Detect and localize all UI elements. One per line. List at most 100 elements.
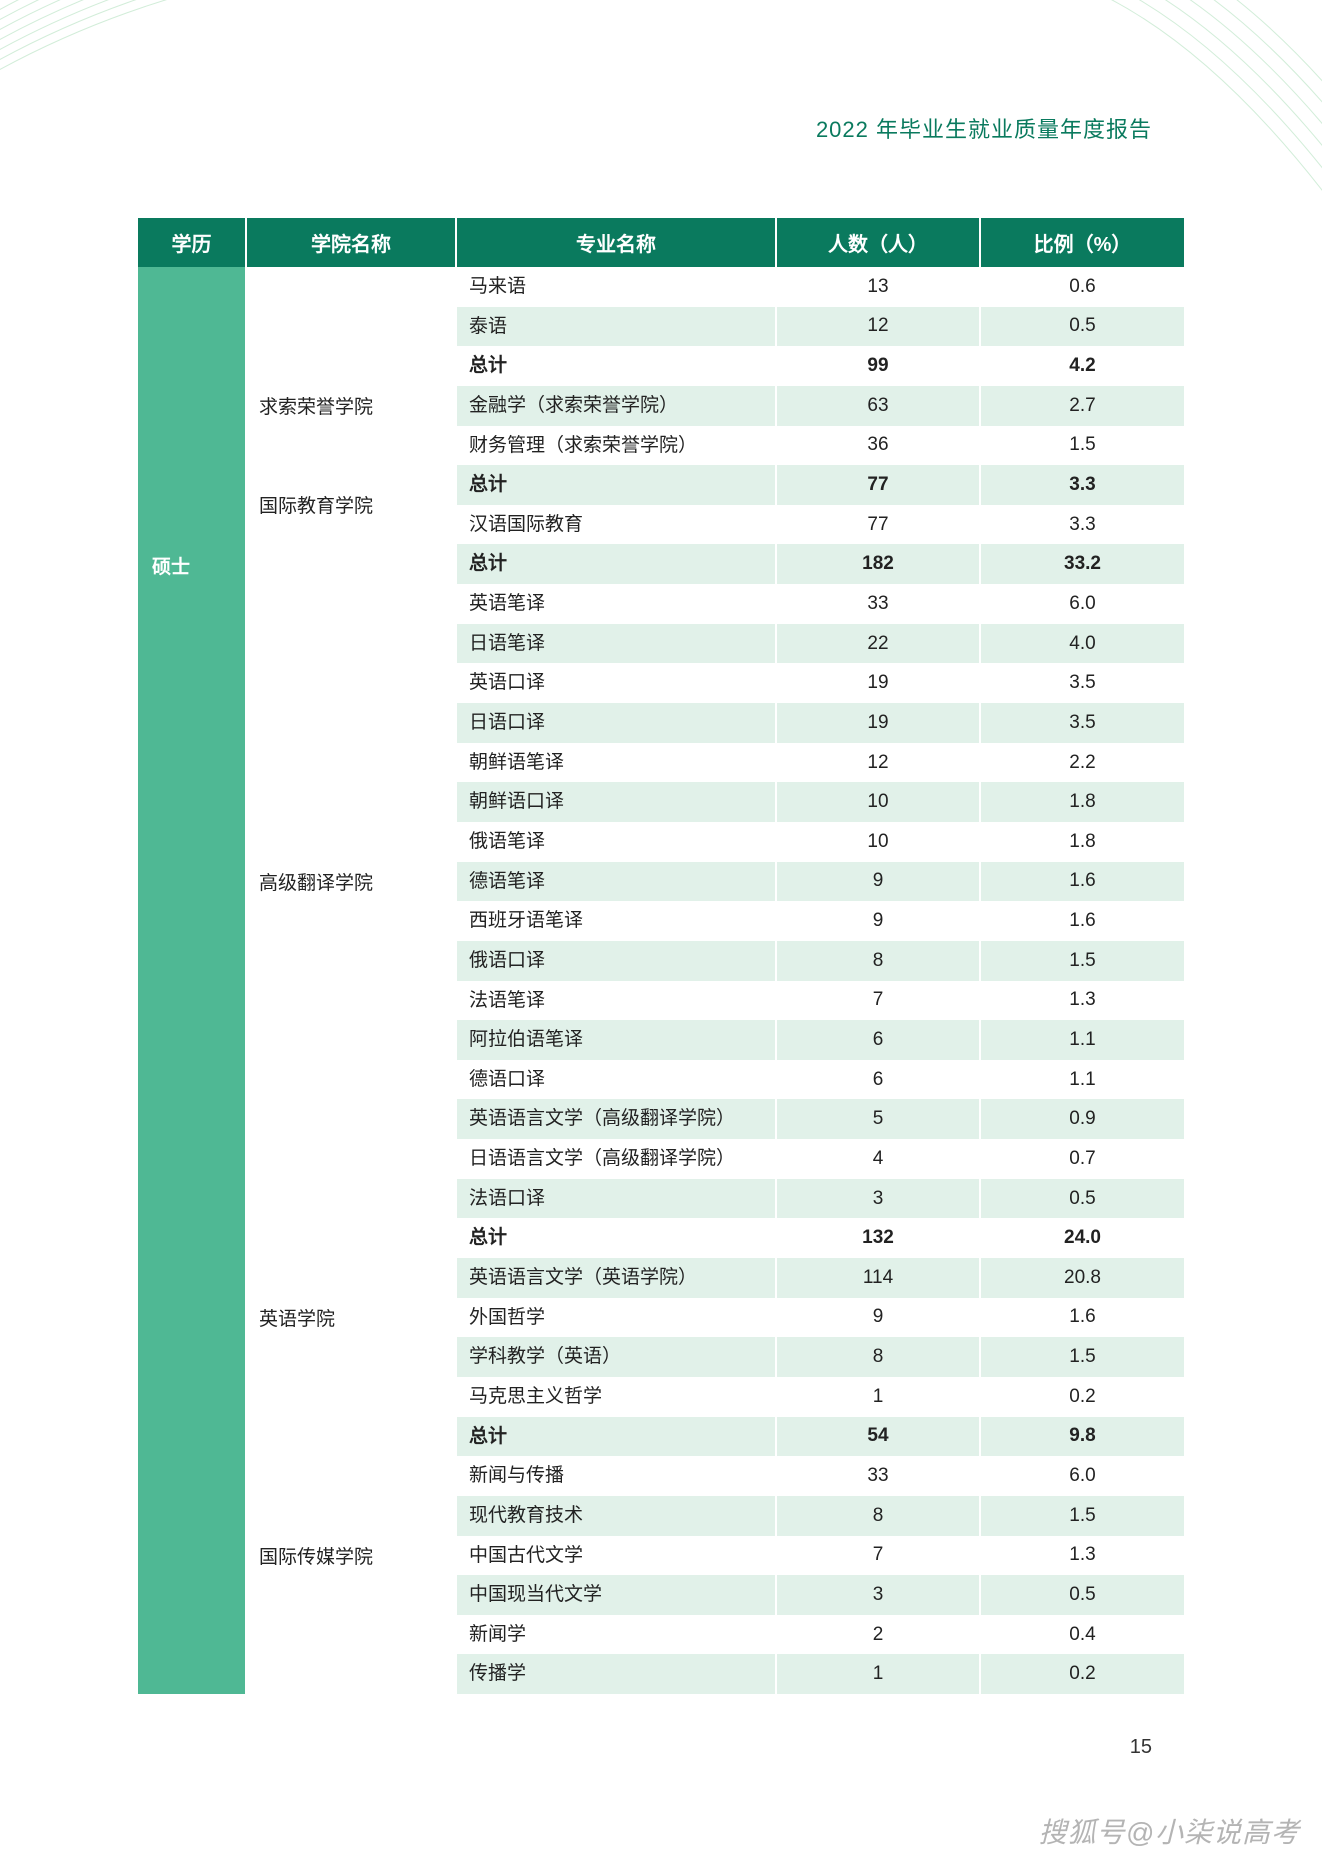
college-cell: 国际教育学院	[246, 465, 456, 544]
degree-cell	[138, 267, 246, 544]
decorative-lines-top-left	[0, 0, 360, 220]
major-cell: 总计	[456, 544, 776, 584]
percent-cell: 0.5	[980, 1179, 1184, 1219]
percent-cell: 33.2	[980, 544, 1184, 584]
major-cell: 中国古代文学	[456, 1536, 776, 1576]
percent-cell: 1.5	[980, 1496, 1184, 1536]
table-row: 求索荣誉学院总计994.2	[138, 346, 1184, 386]
col-count: 人数（人）	[776, 218, 980, 267]
percent-cell: 24.0	[980, 1218, 1184, 1258]
count-cell: 19	[776, 663, 980, 703]
major-cell: 新闻与传播	[456, 1456, 776, 1496]
count-cell: 9	[776, 862, 980, 902]
count-cell: 5	[776, 1099, 980, 1139]
percent-cell: 4.2	[980, 346, 1184, 386]
count-cell: 77	[776, 505, 980, 545]
percent-cell: 0.5	[980, 1575, 1184, 1615]
percent-cell: 1.6	[980, 1298, 1184, 1338]
major-cell: 德语口译	[456, 1060, 776, 1100]
college-cell: 高级翻译学院	[246, 544, 456, 1218]
major-cell: 总计	[456, 465, 776, 505]
document-page: 2022 年毕业生就业质量年度报告 学历 学院名称 专业名称 人数（人） 比例（…	[0, 0, 1322, 1869]
count-cell: 77	[776, 465, 980, 505]
major-cell: 日语语言文学（高级翻译学院）	[456, 1139, 776, 1179]
major-cell: 外国哲学	[456, 1298, 776, 1338]
count-cell: 6	[776, 1060, 980, 1100]
percent-cell: 1.5	[980, 426, 1184, 466]
major-cell: 西班牙语笔译	[456, 901, 776, 941]
count-cell: 99	[776, 346, 980, 386]
percent-cell: 0.7	[980, 1139, 1184, 1179]
major-cell: 日语笔译	[456, 624, 776, 664]
major-cell: 学科教学（英语）	[456, 1337, 776, 1377]
graduates-table: 学历 学院名称 专业名称 人数（人） 比例（%） 马来语130.6泰语120.5…	[138, 218, 1184, 1694]
percent-cell: 0.4	[980, 1615, 1184, 1655]
major-cell: 泰语	[456, 307, 776, 347]
count-cell: 9	[776, 901, 980, 941]
count-cell: 10	[776, 782, 980, 822]
percent-cell: 1.6	[980, 862, 1184, 902]
college-cell: 求索荣誉学院	[246, 346, 456, 465]
count-cell: 9	[776, 1298, 980, 1338]
percent-cell: 1.1	[980, 1060, 1184, 1100]
percent-cell: 1.8	[980, 782, 1184, 822]
major-cell: 汉语国际教育	[456, 505, 776, 545]
count-cell: 114	[776, 1258, 980, 1298]
count-cell: 54	[776, 1417, 980, 1457]
percent-cell: 9.8	[980, 1417, 1184, 1457]
count-cell: 12	[776, 307, 980, 347]
major-cell: 传播学	[456, 1654, 776, 1694]
major-cell: 日语口译	[456, 703, 776, 743]
percent-cell: 1.6	[980, 901, 1184, 941]
percent-cell: 0.2	[980, 1654, 1184, 1694]
major-cell: 英语语言文学（英语学院）	[456, 1258, 776, 1298]
degree-cell: 硕士	[138, 544, 246, 1694]
count-cell: 7	[776, 981, 980, 1021]
table-row: 国际教育学院总计773.3	[138, 465, 1184, 505]
count-cell: 33	[776, 1456, 980, 1496]
count-cell: 132	[776, 1218, 980, 1258]
count-cell: 2	[776, 1615, 980, 1655]
count-cell: 3	[776, 1179, 980, 1219]
major-cell: 中国现当代文学	[456, 1575, 776, 1615]
percent-cell: 0.5	[980, 307, 1184, 347]
percent-cell: 3.5	[980, 663, 1184, 703]
percent-cell: 0.9	[980, 1099, 1184, 1139]
percent-cell: 1.5	[980, 1337, 1184, 1377]
count-cell: 1	[776, 1377, 980, 1417]
count-cell: 13	[776, 267, 980, 307]
count-cell: 182	[776, 544, 980, 584]
count-cell: 8	[776, 941, 980, 981]
count-cell: 12	[776, 743, 980, 783]
percent-cell: 1.1	[980, 1020, 1184, 1060]
major-cell: 英语口译	[456, 663, 776, 703]
percent-cell: 1.3	[980, 1536, 1184, 1576]
major-cell: 总计	[456, 346, 776, 386]
college-cell: 国际传媒学院	[246, 1417, 456, 1694]
count-cell: 1	[776, 1654, 980, 1694]
col-degree: 学历	[138, 218, 246, 267]
watermark-text: 搜狐号@小柒说高考	[1039, 1811, 1300, 1851]
major-cell: 马来语	[456, 267, 776, 307]
major-cell: 德语笔译	[456, 862, 776, 902]
report-title: 2022 年毕业生就业质量年度报告	[816, 112, 1152, 144]
table-row: 国际传媒学院总计549.8	[138, 1417, 1184, 1457]
major-cell: 俄语笔译	[456, 822, 776, 862]
percent-cell: 3.5	[980, 703, 1184, 743]
col-major: 专业名称	[456, 218, 776, 267]
major-cell: 总计	[456, 1417, 776, 1457]
percent-cell: 1.8	[980, 822, 1184, 862]
major-cell: 总计	[456, 1218, 776, 1258]
major-cell: 马克思主义哲学	[456, 1377, 776, 1417]
percent-cell: 3.3	[980, 465, 1184, 505]
college-cell: 英语学院	[246, 1218, 456, 1416]
percent-cell: 4.0	[980, 624, 1184, 664]
count-cell: 8	[776, 1337, 980, 1377]
major-cell: 朝鲜语口译	[456, 782, 776, 822]
percent-cell: 1.5	[980, 941, 1184, 981]
percent-cell: 0.2	[980, 1377, 1184, 1417]
major-cell: 朝鲜语笔译	[456, 743, 776, 783]
count-cell: 3	[776, 1575, 980, 1615]
percent-cell: 20.8	[980, 1258, 1184, 1298]
major-cell: 法语口译	[456, 1179, 776, 1219]
